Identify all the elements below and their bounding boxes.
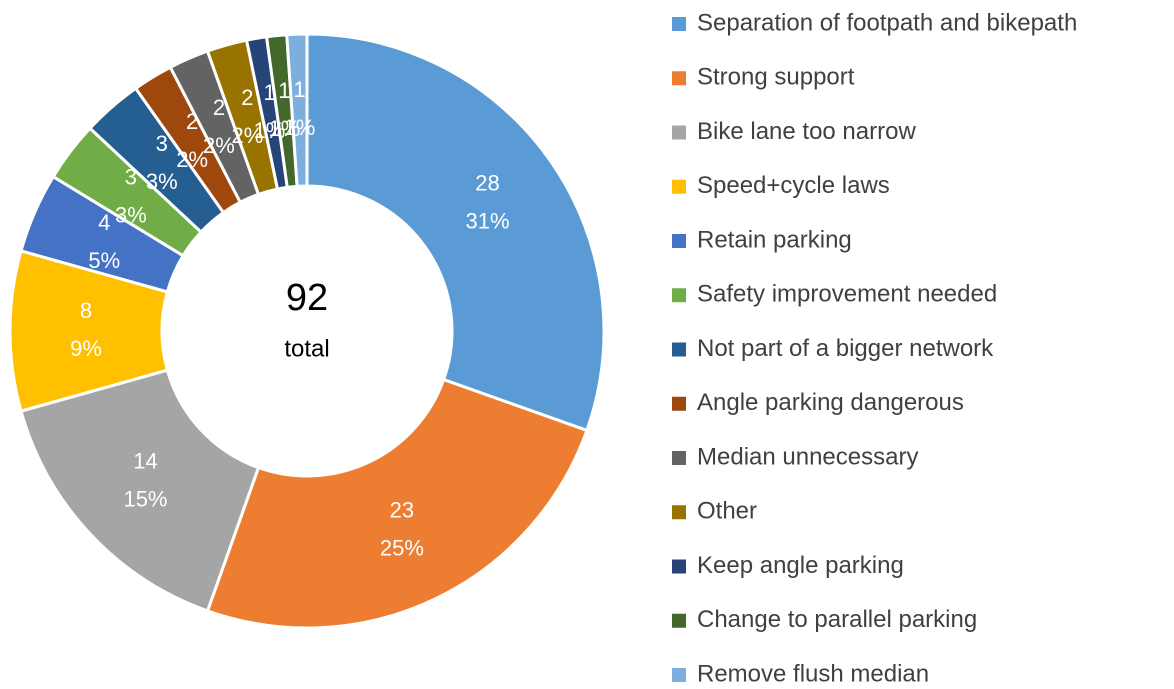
donut-segment [305,32,606,433]
legend-label: Median unnecessary [697,443,918,470]
legend-label: Retain parking [697,226,852,253]
data-label: 3 [125,164,137,189]
legend-swatch [672,17,686,31]
legend-swatch [672,342,686,357]
total-value: 92 [286,277,328,319]
legend-swatch [672,396,686,411]
legend-swatch [672,668,686,682]
legend-swatch [672,451,686,465]
legend-label: Remove flush median [697,660,929,687]
data-label: 2 [213,95,225,120]
legend-swatch [672,613,686,628]
percent-label: 31% [466,208,510,233]
data-label: 3 [156,131,168,156]
percent-label: 2% [231,123,263,148]
legend-swatch [672,505,686,520]
donut-segment [19,368,261,613]
data-label: 2 [241,85,253,110]
donut-segment [205,377,589,630]
data-label: 14 [133,449,157,474]
legend-label: Safety improvement needed [697,281,997,308]
legend-label: Angle parking dangerous [697,389,964,416]
legend-label: Strong support [697,64,855,91]
data-label: 28 [475,170,499,195]
data-label: 1 [293,77,305,102]
legend-label: Not part of a bigger network [697,335,994,362]
legend-swatch [672,125,686,140]
legend-swatch [672,179,686,194]
legend-swatch [672,234,686,248]
percent-label: 2% [203,133,235,158]
percent-label: 3% [115,202,147,227]
percent-label: 2% [176,147,208,172]
legend-swatch [672,559,686,574]
total-label: total [284,335,329,362]
legend-swatch [672,288,686,303]
legend-label: Change to parallel parking [697,606,977,633]
legend-label: Separation of footpath and bikepath [697,9,1077,36]
legend-label: Bike lane too narrow [697,118,916,145]
legend-label: Other [697,498,757,525]
percent-label: 1% [284,115,316,140]
percent-label: 3% [146,169,178,194]
data-label: 1 [278,78,290,103]
donut-segment [285,32,309,188]
legend-swatch [672,71,686,86]
data-label: 23 [390,497,414,522]
data-label: 8 [80,298,92,323]
percent-label: 25% [380,535,424,560]
legend-label: Keep angle parking [697,552,904,579]
legend-label: Speed+cycle laws [697,172,890,199]
percent-label: 15% [123,487,167,512]
data-label: 4 [98,210,110,235]
percent-label: 1% [254,118,286,143]
data-label: 2 [186,109,198,134]
percent-label: 5% [88,248,120,273]
percent-label: 1% [269,116,301,141]
percent-label: 9% [70,336,102,361]
data-label: 1 [263,80,275,105]
